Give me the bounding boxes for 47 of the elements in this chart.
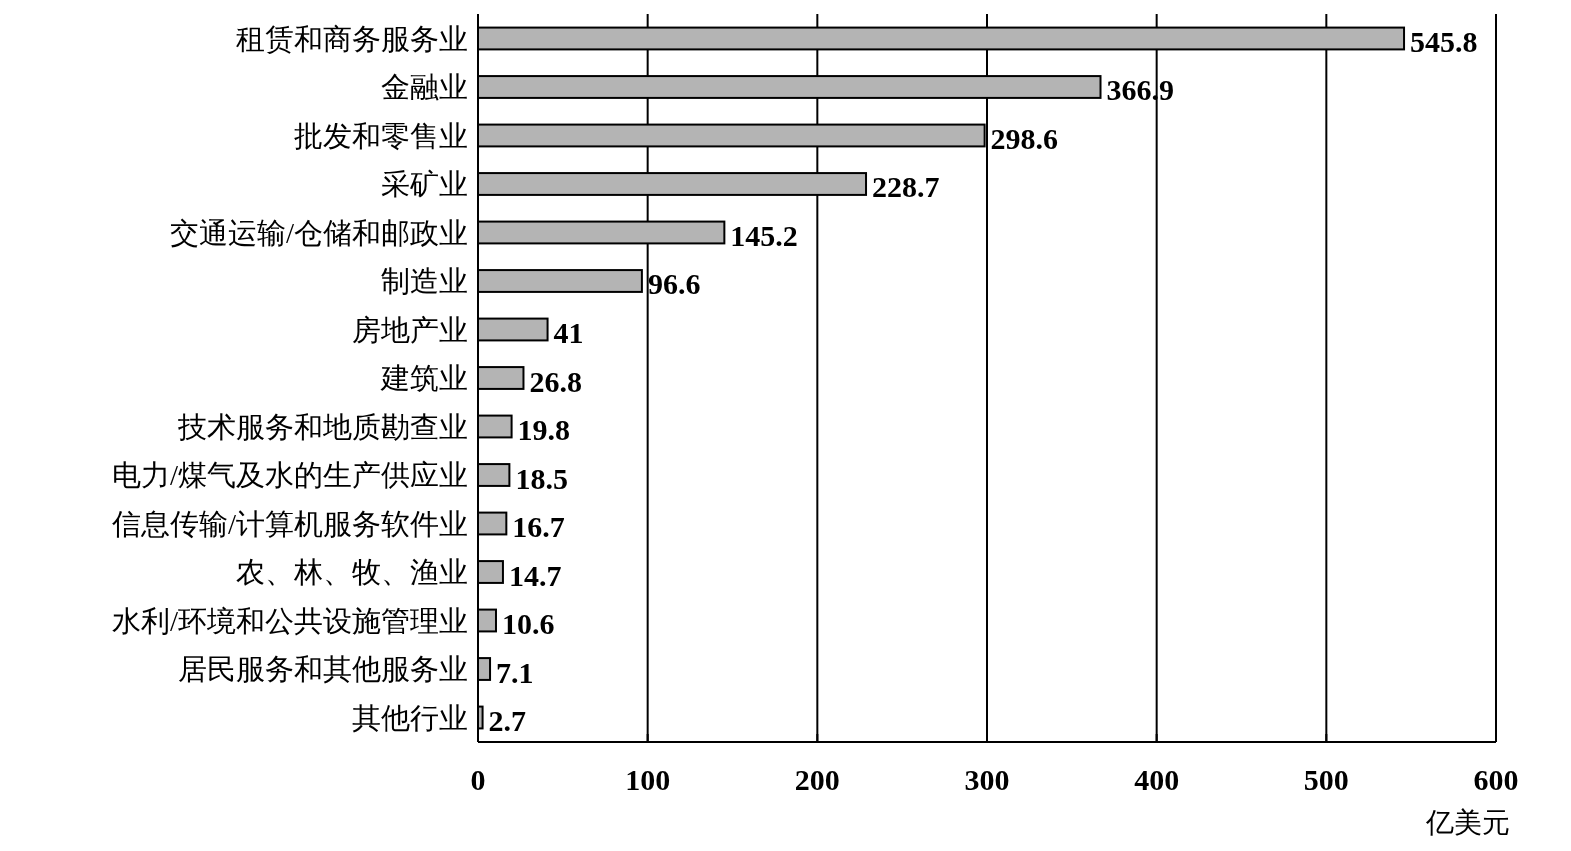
bar — [477, 414, 513, 439]
data-label: 545.8 — [1410, 24, 1478, 58]
data-label: 26.8 — [529, 364, 582, 398]
data-label: 14.7 — [508, 558, 562, 592]
bar — [477, 317, 549, 342]
x-axis-title: 亿美元 — [1425, 807, 1510, 838]
data-label: 298.6 — [990, 122, 1059, 155]
y-tick-label: 电力/煤气及水的生产供应业 — [111, 459, 468, 492]
bar — [477, 705, 484, 730]
y-tick-label: 租赁和商务服务业 — [236, 22, 468, 55]
x-tick-label: 0 — [470, 763, 486, 796]
x-tick-label: 600 — [1473, 763, 1519, 796]
data-label: 18.5 — [515, 461, 568, 495]
data-label: 2.7 — [488, 704, 527, 738]
y-tick-label: 技术服务和地质勘查业 — [177, 410, 468, 443]
bar — [477, 560, 504, 584]
bar — [477, 366, 525, 390]
x-tick-label: 100 — [625, 763, 671, 796]
y-tick-label: 房地产业 — [352, 313, 468, 346]
x-tick-label: 400 — [1134, 763, 1180, 796]
data-label: 145.2 — [730, 219, 798, 252]
x-tick-label: 300 — [964, 763, 1010, 796]
data-label: 19.8 — [517, 413, 571, 446]
y-tick-label: 居民服务和其他服务业 — [178, 653, 468, 686]
y-tick-label: 建筑业 — [380, 362, 468, 395]
bar — [477, 269, 643, 293]
bar — [477, 511, 508, 536]
data-label: 96.6 — [647, 267, 701, 301]
y-tick-label: 制造业 — [381, 265, 468, 298]
y-tick-label: 采矿业 — [381, 168, 468, 201]
data-label: 41 — [553, 316, 584, 349]
y-tick-label: 信息传输/计算机服务软件业 — [111, 507, 468, 540]
x-tick-label: 500 — [1303, 763, 1349, 796]
y-tick-label: 交通运输/仓储和邮政业 — [169, 216, 468, 249]
bar — [477, 608, 497, 633]
data-label: 16.7 — [512, 510, 565, 543]
y-tick-label: 其他行业 — [352, 701, 468, 734]
x-tick-label: 200 — [794, 763, 840, 796]
data-label: 228.7 — [872, 170, 940, 204]
y-tick-label: 水利/环境和公共设施管理业 — [111, 604, 468, 637]
bar — [477, 657, 492, 681]
y-tick-label: 农、林、牧、渔业 — [236, 556, 468, 589]
y-tick-label: 金融业 — [381, 71, 468, 104]
y-tick-label: 批发和零售业 — [294, 119, 468, 152]
bar — [477, 463, 511, 487]
data-label: 7.1 — [496, 655, 534, 689]
data-label: 10.6 — [501, 607, 555, 641]
